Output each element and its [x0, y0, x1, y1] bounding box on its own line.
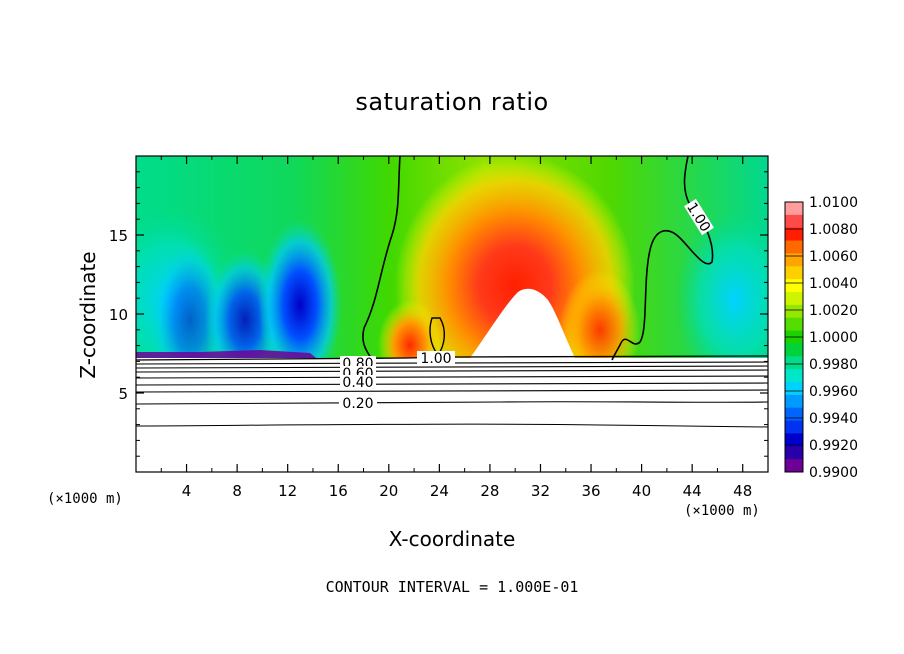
x-tick-label: 16 [329, 482, 348, 500]
below-cloud-region [136, 358, 768, 472]
saturated-core [470, 288, 575, 358]
contour-label-bg [340, 375, 376, 389]
y-tick-label: 5 [118, 385, 128, 403]
colorbar-label: 1.0040 [809, 276, 858, 292]
colorbar-swatch [785, 253, 803, 267]
contour-0-20 [135, 401, 769, 405]
colorbar-swatch [785, 266, 803, 280]
contour-label: 0.40 [342, 375, 373, 391]
colorbar-label: 1.0000 [809, 330, 858, 346]
colorbar-swatch [785, 214, 803, 229]
colorbar-swatch [785, 279, 803, 293]
colorbar-label: 0.9960 [809, 384, 858, 400]
x-tick-label: 28 [480, 482, 499, 500]
x-tick-label: 44 [683, 482, 702, 500]
contour-0-70 [135, 369, 769, 373]
x-tick-label: 32 [531, 482, 550, 500]
contour-0-40 [135, 389, 769, 393]
contour-label-bg [417, 351, 455, 365]
colorbar-swatch [785, 227, 803, 242]
colorbar-swatch [785, 202, 803, 216]
x-tick-label: 12 [278, 482, 297, 500]
contour-0-90 [135, 361, 769, 365]
y-tick-label: 10 [109, 306, 128, 324]
contour-lines [135, 155, 769, 428]
colorbar-swatch [785, 382, 803, 396]
colorbar-swatch [785, 394, 803, 409]
contour-label-bg [684, 198, 714, 236]
colorbar-swatch [785, 420, 803, 434]
colorbar-swatch [785, 292, 803, 306]
x-unit-label-left: (×1000 m) [47, 491, 123, 507]
colorbar-swatch [785, 446, 803, 460]
colorbar-label: 0.9980 [809, 357, 858, 373]
x-tick-label: 36 [581, 482, 600, 500]
trough-3 [258, 220, 342, 390]
colorbar-label: 0.9940 [809, 411, 858, 427]
contour-0-80 [135, 365, 769, 369]
colorbar-swatch [785, 343, 803, 357]
colorbar-label: 1.0100 [809, 195, 858, 211]
x-tick-label: 40 [632, 482, 651, 500]
saturation-field [136, 156, 768, 472]
colorbar-label: 1.0080 [809, 222, 858, 238]
colorbar-swatch [785, 407, 803, 422]
colorbar-label: 1.0020 [809, 303, 858, 319]
colorbar-swatch [785, 369, 803, 383]
colorbar-label: 0.9900 [809, 465, 858, 481]
colorbar-swatch [785, 356, 803, 370]
x-tick-label: 8 [232, 482, 242, 500]
x-axis-label: X-coordinate [388, 527, 516, 551]
contour-interval-note: CONTOUR INTERVAL = 1.000E-01 [325, 578, 579, 596]
contour-1-00-west [362, 155, 401, 361]
colorbar-swatch [785, 240, 803, 254]
x-tick-label: 4 [182, 482, 192, 500]
x-tick-label: 48 [733, 482, 752, 500]
contour-label-bg [339, 396, 377, 410]
x-unit-label-right: (×1000 m) [684, 503, 760, 519]
contour-0-10 [135, 423, 769, 428]
colorbar: 1.0100 1.0080 1.0060 1.0040 1.0020 1.0000 0.99… [784, 195, 858, 481]
colorbar-swatch [785, 304, 803, 319]
colorbar-swatch [785, 459, 803, 473]
colorbar-swatch [785, 433, 803, 447]
contour-0-50 [135, 382, 769, 386]
colorbar-label: 1.0060 [809, 249, 858, 265]
field-cyan-east [675, 210, 768, 390]
y-tick-label: 15 [109, 227, 128, 245]
x-axis-ticks: 4 8 12 16 20 24 28 32 36 40 44 48 [160, 156, 752, 500]
contour-label: 0.20 [342, 396, 373, 412]
chart-title: saturation ratio [355, 88, 549, 116]
colorbar-label: 0.9920 [809, 438, 858, 454]
x-tick-label: 24 [430, 482, 449, 500]
colorbar-swatch [785, 317, 803, 332]
contour-0-60 [135, 375, 769, 379]
y-axis-ticks: 5 10 15 [109, 171, 768, 457]
contour-label: 1.00 [420, 351, 451, 367]
x-tick-label: 20 [379, 482, 398, 500]
